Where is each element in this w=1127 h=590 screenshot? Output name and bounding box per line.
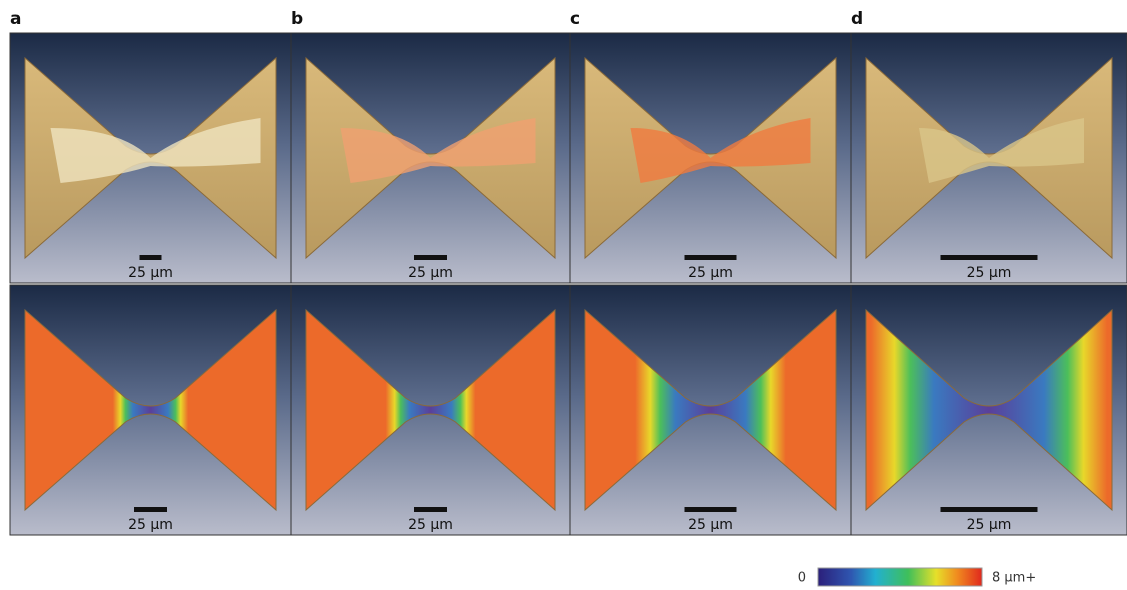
panels: a 25 µm 25 µm b 25 µm 25 µm c 25 µm 25 µm d 25 µm 2…	[10, 9, 1127, 535]
scale-bar	[140, 255, 162, 260]
scale-label: 25 µm	[967, 265, 1012, 281]
scale-bar	[941, 507, 1038, 512]
scale-bar	[134, 507, 167, 512]
colorbar-min: 0	[798, 571, 806, 586]
colorbar	[818, 568, 982, 586]
figure: a 25 µm 25 µm b 25 µm 25 µm c 25 µm 25 µm d 25 µm 2…	[0, 0, 1127, 590]
panel-label: d	[851, 9, 863, 29]
panel-label: b	[291, 9, 303, 29]
scale-label: 25 µm	[408, 265, 453, 281]
scale-bar	[414, 255, 447, 260]
scale-bar	[414, 507, 447, 512]
panel-label: a	[10, 9, 21, 29]
scale-bar	[941, 255, 1038, 260]
scale-label: 25 µm	[128, 517, 173, 533]
scale-label: 25 µm	[128, 265, 173, 281]
panel-label: c	[570, 9, 580, 29]
scale-bar	[685, 255, 737, 260]
scale-label: 25 µm	[688, 517, 733, 533]
colorbar-max: 8 µm+	[992, 571, 1036, 586]
scale-bar	[685, 507, 737, 512]
scale-label: 25 µm	[408, 517, 453, 533]
scale-label: 25 µm	[967, 517, 1012, 533]
scale-label: 25 µm	[688, 265, 733, 281]
